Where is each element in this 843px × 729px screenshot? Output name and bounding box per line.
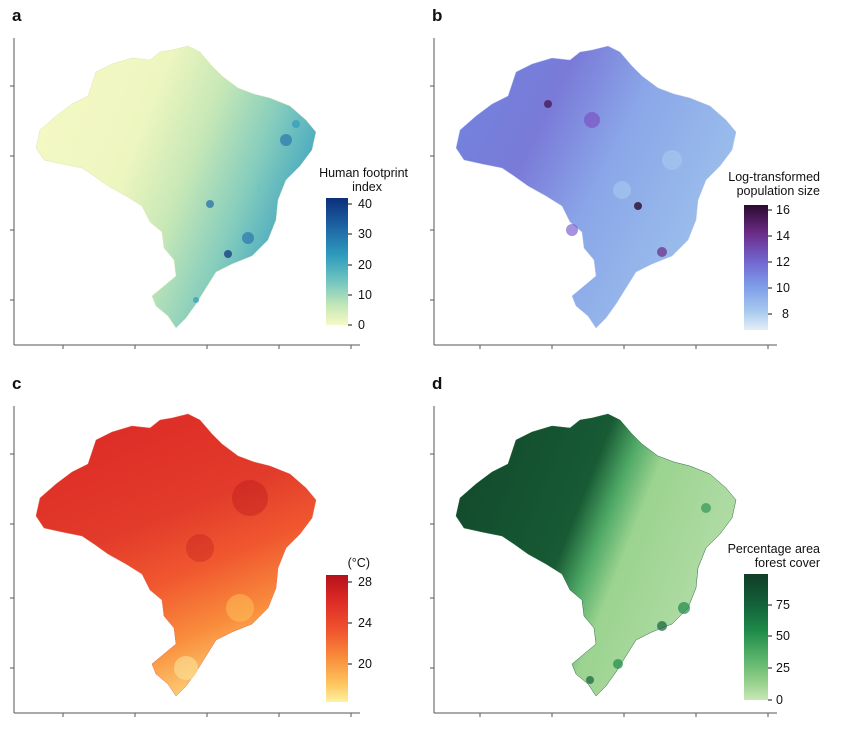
colorbar-tick: 75 <box>776 598 790 612</box>
colorbar-tick: 25 <box>776 661 790 675</box>
map-chart <box>430 38 777 349</box>
hotspots <box>586 503 711 684</box>
panel-b: b <box>422 0 843 360</box>
colorbar-title: (°C) <box>300 556 370 570</box>
brazil-map <box>35 413 317 697</box>
colorbar-title-line2: population size <box>736 184 820 198</box>
hotspots <box>174 480 268 680</box>
axes-frame <box>430 38 777 349</box>
colorbar-title: Log-transformed population size <box>702 170 820 198</box>
colorbar-tick: 0 <box>776 693 783 707</box>
colorbar-tick: 14 <box>776 229 790 243</box>
colorbar-tick: 20 <box>358 258 372 272</box>
colorbar <box>744 205 768 330</box>
colorbar-title-line1: Log-transformed <box>728 170 820 184</box>
colorbar-tick: 28 <box>358 575 372 589</box>
colorbar-tick: 24 <box>358 616 372 630</box>
colorbar-title: Percentage area forest cover <box>702 542 820 570</box>
colorbar-tick: 40 <box>358 197 372 211</box>
colorbar-tick: 8 <box>782 307 789 321</box>
hotspots <box>193 120 300 303</box>
map-chart <box>10 406 360 717</box>
colorbar-title-line1: Percentage area <box>727 542 820 556</box>
brazil-map <box>35 45 317 329</box>
colorbar-tick: 16 <box>776 203 790 217</box>
panel-letter: a <box>12 6 22 25</box>
colorbar-tick: 50 <box>776 629 790 643</box>
colorbar <box>744 574 768 700</box>
panel-letter: d <box>432 374 443 393</box>
panel-letter: c <box>12 374 22 393</box>
colorbar-tick: 12 <box>776 255 790 269</box>
colorbar-title: Human footprint index <box>290 166 408 194</box>
axes-frame <box>10 406 360 717</box>
panel-letter: b <box>432 6 443 25</box>
brazil-map <box>455 45 737 329</box>
colorbar-title-line1: (°C) <box>347 556 370 570</box>
panel-d: d <box>422 368 843 729</box>
colorbar <box>326 575 348 702</box>
hotspots <box>544 100 682 257</box>
map-chart <box>430 406 777 717</box>
colorbar-title-line1: Human footprint <box>319 166 408 180</box>
panel-a: a <box>0 0 420 360</box>
colorbar-tick: 10 <box>358 288 372 302</box>
map-chart <box>10 38 360 349</box>
panel-c: c <box>0 368 420 729</box>
axes-frame <box>10 38 360 349</box>
colorbar-title-line2: forest cover <box>754 556 820 570</box>
colorbar-tick: 10 <box>776 281 790 295</box>
brazil-map <box>455 413 737 697</box>
colorbar-tick: 0 <box>358 318 365 332</box>
axes-frame <box>430 406 777 717</box>
colorbar-title-line2: index <box>352 180 382 194</box>
colorbar <box>326 198 348 325</box>
colorbar-tick: 20 <box>358 657 372 671</box>
colorbar-tick: 30 <box>358 227 372 241</box>
